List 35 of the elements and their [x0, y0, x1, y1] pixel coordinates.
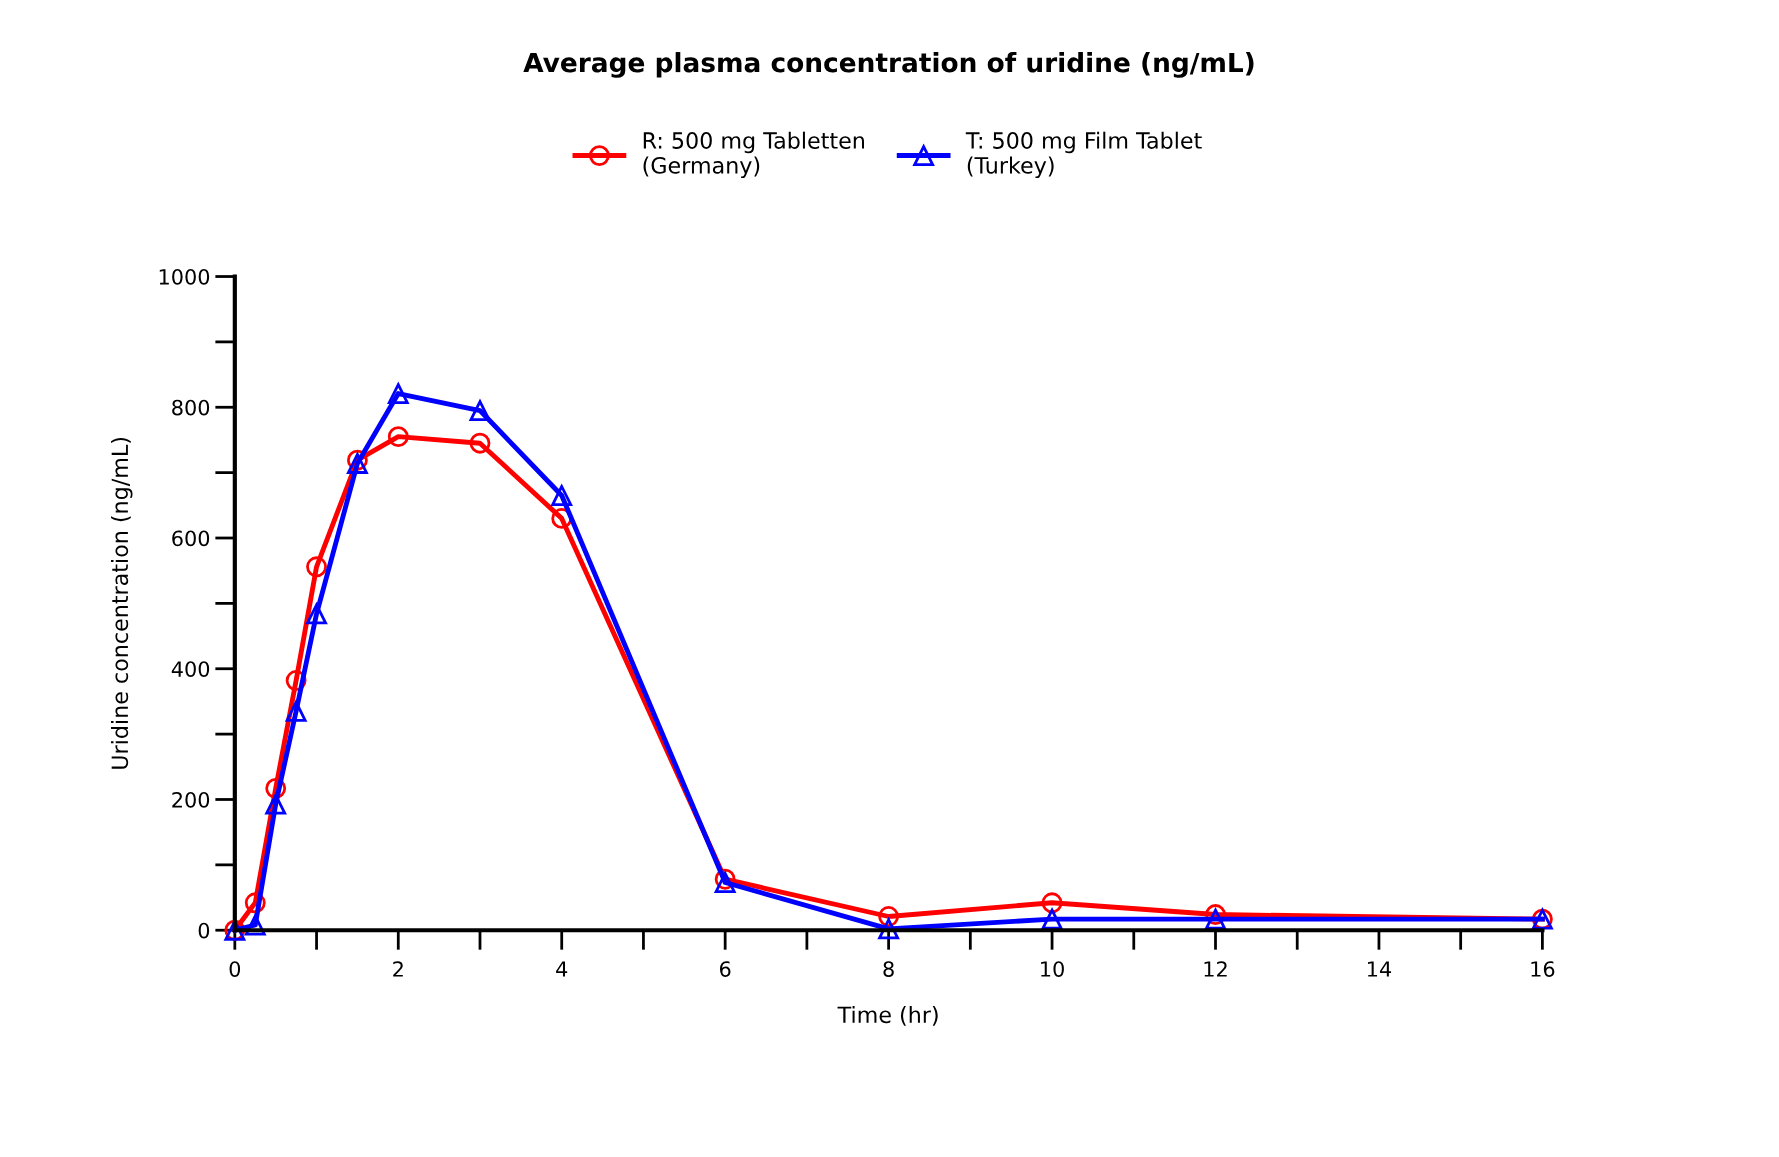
point [244, 914, 266, 936]
x-tick-label: 10 [1041, 961, 1064, 977]
point [387, 426, 409, 448]
point [265, 793, 287, 815]
x-tick-label: 4 [556, 961, 568, 977]
point [1041, 892, 1063, 914]
chart-title: Average plasma concentration of uridine (ng/mL) [523, 52, 1254, 78]
x-tick-label: 8 [883, 961, 894, 977]
point [551, 485, 573, 506]
x-tick-label: 2 [393, 961, 403, 977]
legend-label: T: 500 mg Film Tablet (Turkey) [965, 131, 1202, 179]
point [878, 906, 900, 927]
point [306, 556, 327, 578]
x-tick-label: 16 [1531, 961, 1555, 977]
point [1205, 908, 1226, 930]
point [285, 700, 307, 722]
x-tick-label: 6 [719, 961, 731, 977]
x-tick-label: 0 [229, 961, 241, 977]
point [469, 432, 491, 454]
y-axis-title: Uridine concentration (ng/mL) [110, 437, 133, 769]
y-tick-label: 0 [198, 922, 210, 939]
y-tick-label: 600 [172, 530, 210, 547]
x-tick-label: 12 [1204, 961, 1227, 977]
x-tick-label: 14 [1367, 961, 1392, 977]
point [469, 400, 491, 421]
y-tick-label: 1000 [159, 268, 210, 285]
y-tick-label: 200 [172, 791, 210, 808]
y-tick-label: 400 [171, 661, 210, 677]
x-axis-title: Time (hr) [837, 1005, 938, 1026]
point [306, 603, 327, 625]
point [387, 383, 409, 404]
y-tick-label: 800 [172, 399, 210, 416]
point [878, 918, 900, 940]
point [1041, 908, 1063, 930]
legend-label: R: 500 mg Tabletten (Germany) [643, 131, 864, 179]
